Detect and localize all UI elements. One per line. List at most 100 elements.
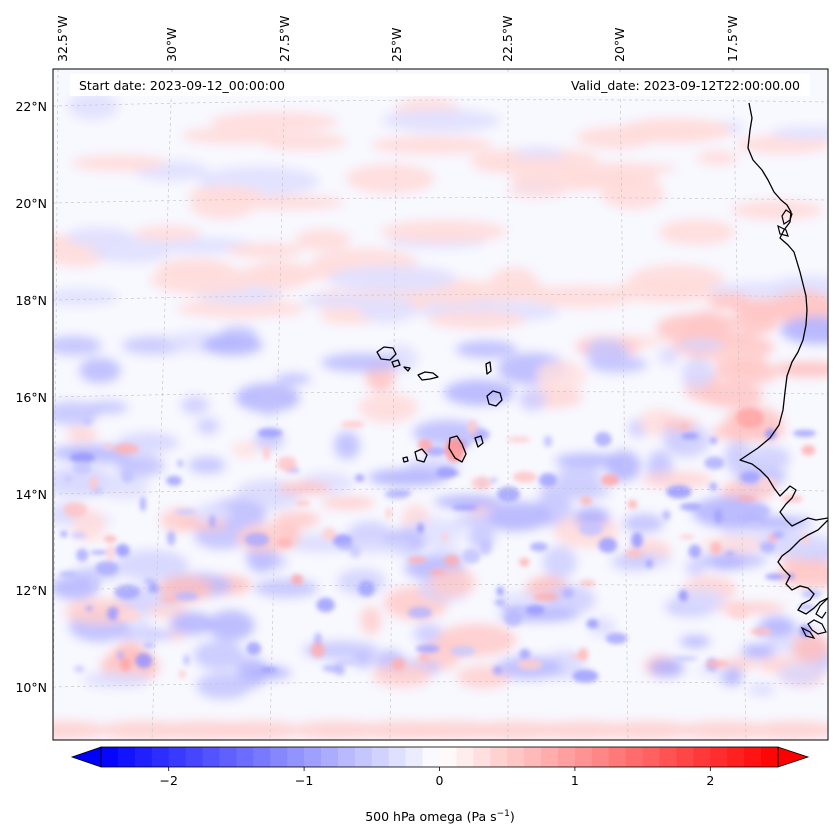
omega-blob [725,551,735,556]
omega-blob [562,173,642,188]
longitude-labels: 32.5°W 30°W 27.5°W 25°W 22.5°W 20°W 17.5… [55,16,740,62]
senegal-gambia-coast [777,519,828,615]
omega-blob [188,456,226,474]
omega-blob [614,277,723,303]
lat-label-22n: 22°N [15,99,47,114]
colorbar-cells [101,747,779,767]
omega-blob [625,549,643,558]
omega-blob [243,666,292,680]
omega-blob [105,544,116,561]
colorbar-cell [371,747,390,767]
colorbar-cell [642,747,661,767]
omega-blob [772,530,785,539]
omega-blob [801,589,822,599]
omega-blob [321,353,399,373]
island-sao-nicolau [417,371,439,381]
omega-blob [736,408,764,428]
omega-blob [737,496,756,501]
omega-blob [69,452,96,463]
omega-blob [679,502,702,511]
lon-label-27-5w: 27.5°W [277,16,292,62]
omega-blob [371,135,493,155]
omega-blob [776,562,828,588]
omega-blob [641,471,712,489]
meridian-30w [151,69,173,740]
omega-blob [95,560,119,576]
omega-blob [53,575,99,600]
omega-blob [66,426,98,442]
omega-blob [380,219,507,243]
omega-blob [507,436,531,443]
colorbar-label-text: 500 hPa omega (Pa s [365,809,496,824]
omega-blob [417,653,430,662]
omega-blob [579,521,603,536]
lon-label-17-5w: 17.5°W [725,16,740,62]
omega-blob [209,515,216,529]
omega-blob [793,295,828,315]
omega-blob [472,155,578,175]
omega-blob [310,642,325,658]
omega-blob [627,499,638,509]
omega-blob [327,265,457,293]
omega-blob [585,338,628,367]
omega-blob [83,671,151,689]
omega-blob [381,109,501,133]
omega-blob [604,721,695,739]
omega-blob [492,666,503,675]
omega-blob [748,684,776,696]
omega-blob [451,504,478,511]
omega-blob [562,587,575,599]
omega-blob [166,530,176,546]
omega-blob [649,658,685,678]
omega-blob [512,471,537,483]
omega-blob [143,578,157,585]
omega-blob [244,532,270,547]
omega-blob [175,591,199,601]
omega-blob [322,664,345,673]
omega-blob [278,481,331,495]
island-sao-vicente [391,359,401,368]
cape-verde-islands [376,346,503,463]
colorbar-cell [185,747,204,767]
omega-blob [450,645,476,657]
parallel-12n [53,584,828,591]
omega-blob [407,556,427,564]
omega-blob [705,659,729,669]
omega-blob [487,501,552,531]
omega-blob [113,443,140,455]
omega-blob [142,641,156,649]
omega-blob [436,466,457,479]
omega-blob [275,373,312,385]
colorbar-cell [574,747,593,767]
guinea-bissau-islands [800,597,828,639]
colorbar-cell [388,747,407,767]
colorbar-cell [219,747,237,767]
lon-label-32-5w: 32.5°W [55,16,70,62]
omega-blob [300,514,309,524]
omega-blob [578,647,589,661]
island-santa-luzia [403,366,411,372]
lat-label-16n: 16°N [15,390,47,405]
omega-blob [489,477,498,484]
omega-blob [529,542,548,552]
colorbar-cell [761,747,779,767]
colorbar-cell [236,747,254,767]
omega-blob [471,721,562,739]
omega-blob [759,541,776,553]
omega-blob [704,456,725,470]
lon-label-30w: 30°W [164,27,179,62]
omega-blob [736,135,828,154]
island-boa-vista [486,390,503,407]
omega-blob [777,662,821,686]
graticule [53,69,828,740]
lat-label-10n: 10°N [15,680,47,695]
colorbar-max-extend [777,746,810,768]
omega-blob [196,418,220,435]
omega-blob [741,644,776,659]
omega-blob [71,154,168,172]
omega-blob [659,219,735,246]
omega-blob [246,641,262,656]
omega-blob [103,443,113,450]
omega-blob [337,542,354,551]
